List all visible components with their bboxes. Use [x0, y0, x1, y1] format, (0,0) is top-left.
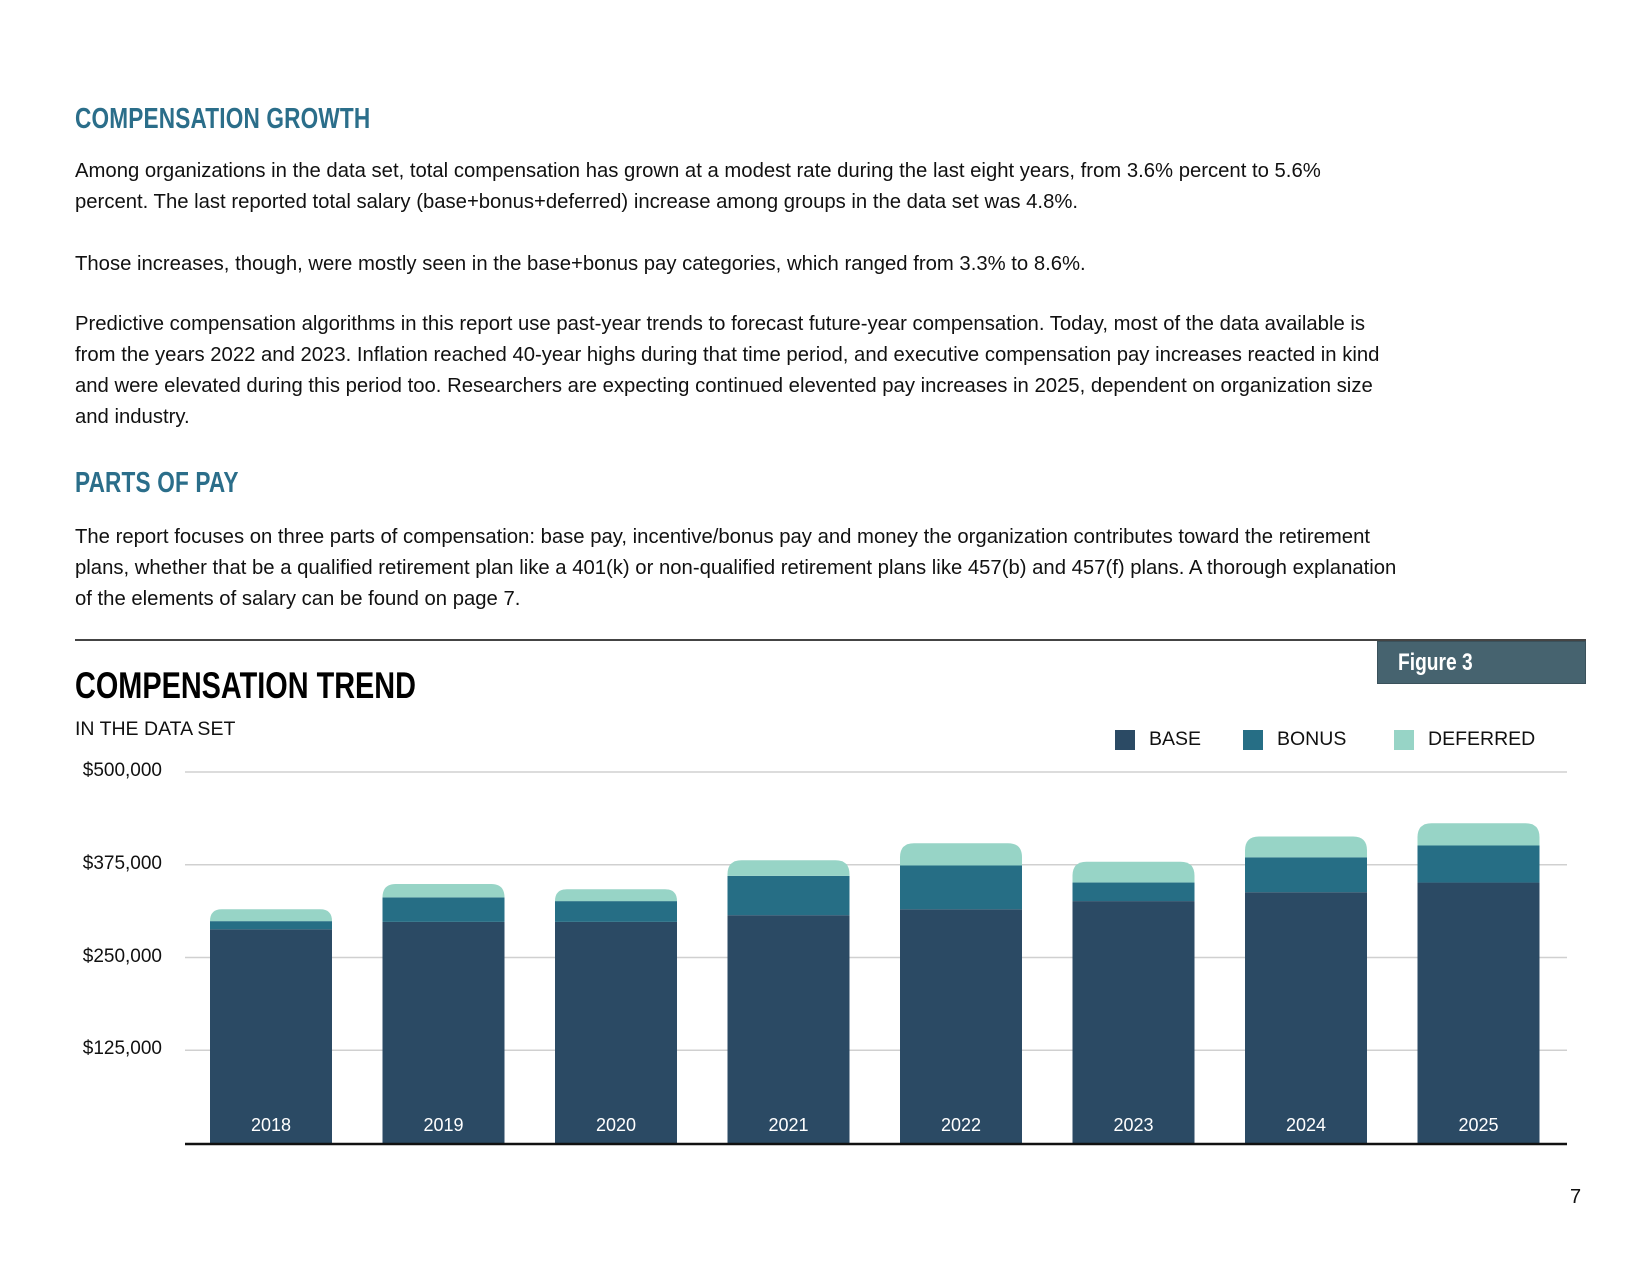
y-tick-label: $125,000 — [82, 1038, 162, 1060]
paragraph-growth-3: Predictive compensation algorithms in th… — [75, 309, 1379, 433]
paragraph-growth-1: Among organizations in the data set, tot… — [75, 156, 1321, 218]
bar-bonus-2025 — [1417, 845, 1540, 883]
x-tick-label: 2019 — [423, 1115, 463, 1135]
text-line: percent. The last reported total salary … — [75, 191, 1079, 213]
bar-bonus-2023 — [1072, 882, 1195, 902]
text-line: plans, whether that be a qualified retir… — [75, 557, 1397, 579]
x-tick-label: 2018 — [251, 1115, 291, 1135]
text-line: and were elevated during this period too… — [75, 375, 1373, 397]
section-heading-parts-of-pay: PARTS OF PAY — [75, 467, 239, 499]
bar-deferred-2024 — [1245, 836, 1367, 858]
bar-deferred-2020 — [555, 889, 677, 902]
section-heading-compensation-growth: COMPENSATION GROWTH — [75, 103, 371, 135]
bar-bonus-2024 — [1245, 857, 1367, 893]
divider-rule — [75, 639, 1586, 641]
legend-label: DEFERRED — [1428, 728, 1536, 750]
bar-bonus-2020 — [555, 901, 677, 922]
text-line: Those increases, though, were mostly see… — [75, 253, 1086, 275]
bar-deferred-2021 — [727, 860, 850, 876]
bar-base-2019 — [382, 921, 505, 1143]
x-tick-label: 2023 — [1113, 1115, 1153, 1135]
text-line: from the years 2022 and 2023. Inflation … — [75, 344, 1380, 366]
page-number: 7 — [1570, 1186, 1582, 1208]
bar-deferred-2018 — [210, 909, 332, 922]
x-tick-label: 2020 — [596, 1115, 636, 1135]
bar-deferred-2023 — [1072, 861, 1195, 883]
chart-subtitle: IN THE DATA SET — [75, 718, 236, 740]
legend-swatch-base — [1115, 729, 1135, 750]
bar-bonus-2019 — [382, 897, 505, 922]
text-line: Among organizations in the data set, tot… — [75, 160, 1321, 182]
text-line: Predictive compensation algorithms in th… — [75, 313, 1366, 335]
figure-label: Figure 3 — [1398, 649, 1473, 676]
figure-label-box: Figure 3 — [1377, 641, 1586, 684]
bar-deferred-2025 — [1417, 823, 1540, 846]
bar-base-2018 — [210, 929, 332, 1143]
text-line: and industry. — [75, 406, 190, 428]
bar-bonus-2022 — [900, 865, 1022, 910]
bar-base-2020 — [555, 921, 677, 1143]
legend-swatch-bonus — [1243, 729, 1263, 750]
legend-item-base: BASE — [1115, 728, 1201, 751]
bar-base-2023 — [1072, 901, 1195, 1143]
text-line: of the elements of salary can be found o… — [75, 588, 521, 610]
bar-bonus-2021 — [727, 875, 850, 916]
legend-item-deferred: DEFERRED — [1394, 728, 1535, 751]
y-tick-label: $375,000 — [82, 852, 162, 874]
x-tick-label: 2022 — [941, 1115, 981, 1135]
text-line: The report focuses on three parts of com… — [75, 526, 1370, 548]
legend-label: BONUS — [1277, 728, 1347, 750]
bar-bonus-2018 — [210, 921, 332, 930]
y-tick-label: $500,000 — [82, 760, 162, 781]
legend-swatch-deferred — [1394, 729, 1414, 750]
paragraph-parts-of-pay: The report focuses on three parts of com… — [75, 522, 1396, 615]
chart-title: COMPENSATION TREND — [75, 665, 416, 706]
y-tick-label: $250,000 — [82, 945, 162, 967]
legend-item-bonus: BONUS — [1243, 728, 1346, 751]
x-tick-label: 2024 — [1286, 1115, 1326, 1135]
bar-base-2025 — [1417, 882, 1540, 1143]
bar-base-2022 — [900, 909, 1022, 1143]
bar-base-2024 — [1245, 892, 1367, 1143]
legend-label: BASE — [1149, 728, 1202, 750]
paragraph-growth-2: Those increases, though, were mostly see… — [75, 249, 1086, 280]
x-tick-label: 2021 — [768, 1115, 808, 1135]
bar-base-2021 — [727, 915, 850, 1143]
x-tick-label: 2025 — [1458, 1115, 1498, 1135]
bar-deferred-2022 — [900, 843, 1022, 866]
bar-deferred-2019 — [382, 884, 505, 898]
